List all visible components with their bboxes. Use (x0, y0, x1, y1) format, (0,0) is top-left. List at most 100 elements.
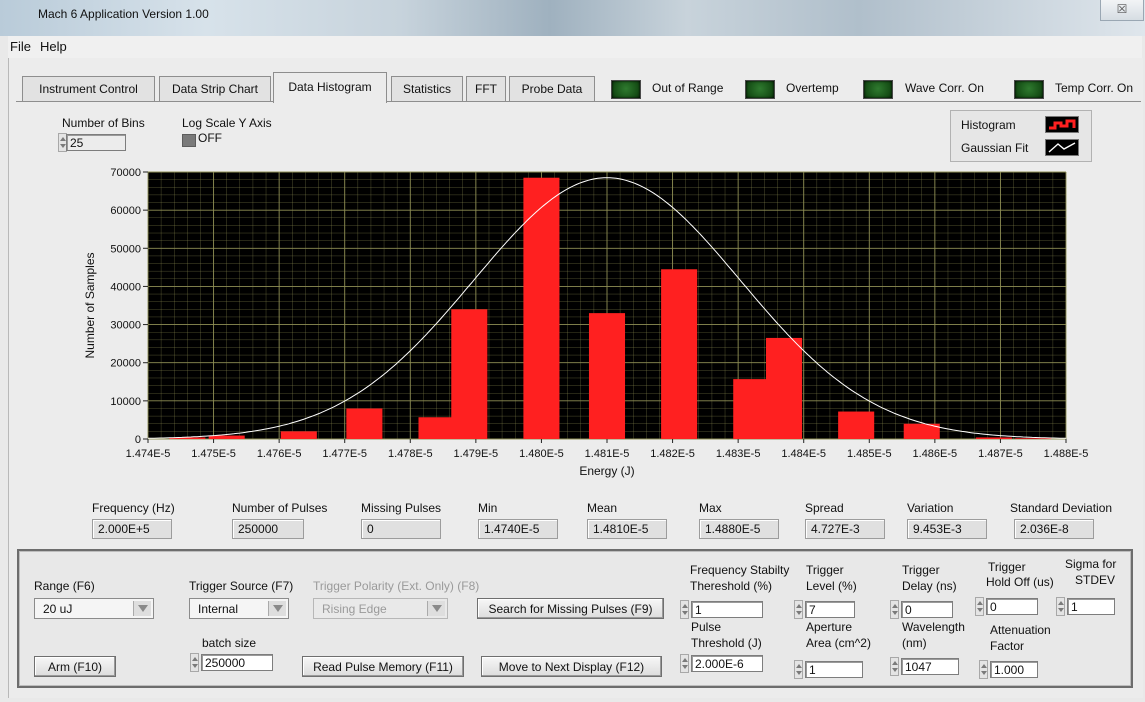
histogram-bar (418, 417, 455, 439)
sigma-label-2: STDEV (1075, 573, 1116, 587)
app-icon (16, 8, 30, 22)
freq-stability-input[interactable]: 1 (691, 601, 763, 618)
x-tick-label: 1.479E-5 (454, 448, 499, 460)
plot-legend: Histogram Gaussian Fit (950, 110, 1092, 162)
hold-off-input[interactable]: 0 (986, 598, 1038, 615)
x-tick-label: 1.485E-5 (847, 448, 892, 460)
aperture-spinner[interactable] (794, 660, 803, 679)
histogram-bar (208, 435, 245, 439)
pulses-label: Number of Pulses (232, 501, 328, 515)
title-bar: Mach 6 Application Version 1.00 ☒ (0, 0, 1145, 36)
aperture-label-1: Aperture (806, 620, 853, 634)
overtemp-label: Overtemp (786, 81, 839, 95)
aperture-label-2: Area (cm^2) (806, 636, 871, 650)
y-tick-label: 60000 (110, 205, 141, 217)
range-select[interactable]: 20 uJ (34, 598, 154, 619)
histogram-bar (451, 309, 488, 439)
attenuation-label-1: Attenuation (990, 623, 1051, 637)
tab-underline (16, 101, 1141, 102)
pulse-threshold-label-2: Threshold (J) (691, 636, 762, 650)
menu-help[interactable]: Help (40, 39, 67, 54)
close-button[interactable]: ☒ (1100, 0, 1144, 21)
x-tick-label: 1.480E-5 (519, 448, 564, 460)
batch-size-label: batch size (202, 636, 257, 650)
batch-size-spinner[interactable] (190, 653, 199, 672)
y-tick-label: 50000 (110, 243, 141, 255)
temp-corr-label: Temp Corr. On (1055, 81, 1134, 95)
x-tick-label: 1.486E-5 (913, 448, 958, 460)
aperture-input[interactable]: 1 (805, 661, 863, 678)
histogram-bar (838, 411, 875, 439)
y-axis-label: Number of Samples (84, 252, 97, 358)
tab-instrument-control[interactable]: Instrument Control (22, 76, 155, 101)
attenuation-input[interactable]: 1.000 (990, 661, 1038, 678)
trigger-source-select[interactable]: Internal (189, 598, 289, 619)
wavelength-label-1: Wavelength (902, 620, 965, 634)
legend-gaussian-swatch (1045, 139, 1079, 156)
bins-label: Number of Bins (62, 116, 145, 130)
bins-input[interactable]: 25 (66, 134, 126, 151)
pulses-value: 250000 (232, 519, 304, 539)
y-tick-label: 20000 (110, 358, 141, 370)
histogram-bar (169, 437, 206, 439)
histogram-chart: 0 10000 20000 30000 40000 50000 60000 70000 1.47… (83, 164, 1088, 490)
x-tick-label: 1.482E-5 (650, 448, 695, 460)
pulse-threshold-input[interactable]: 2.000E-6 (691, 655, 763, 672)
freq-stability-label-1: Frequency Stabilty (690, 563, 790, 577)
x-tick-label: 1.476E-5 (257, 448, 302, 460)
read-pulse-memory-button[interactable]: Read Pulse Memory (F11) (302, 656, 464, 677)
range-value: 20 uJ (43, 602, 73, 616)
batch-size-input[interactable]: 250000 (201, 654, 273, 671)
trigger-polarity-select[interactable]: Rising Edge (313, 598, 448, 619)
out-of-range-led (611, 80, 641, 99)
pulse-threshold-spinner[interactable] (680, 654, 689, 673)
search-missing-pulses-button[interactable]: Search for Missing Pulses (F9) (477, 598, 664, 619)
histogram-svg: 0 10000 20000 30000 40000 50000 60000 70000 1.47… (83, 167, 1088, 478)
histogram-bar (588, 313, 626, 439)
sigma-spinner[interactable] (1056, 597, 1065, 616)
max-label: Max (699, 501, 722, 515)
trigger-level-spinner[interactable] (794, 600, 803, 619)
spread-label: Spread (805, 501, 844, 515)
mean-label: Mean (587, 501, 618, 515)
freq-stability-spinner[interactable] (680, 600, 689, 619)
histogram-bar (903, 423, 940, 439)
trigger-level-input[interactable]: 7 (805, 601, 855, 618)
y-tick-label: 40000 (110, 281, 141, 293)
wavelength-spinner[interactable] (890, 657, 899, 676)
x-tick-label: 1.484E-5 (781, 448, 826, 460)
temp-corr-led (1014, 80, 1044, 99)
wavelength-input[interactable]: 1047 (901, 658, 959, 675)
trigger-level-label-1: Trigger (806, 563, 844, 577)
attenuation-spinner[interactable] (979, 660, 988, 679)
log-scale-toggle[interactable] (182, 134, 196, 147)
tab-data-strip-chart[interactable]: Data Strip Chart (159, 76, 271, 101)
trigger-source-label: Trigger Source (F7) (189, 579, 294, 593)
missing-pulses-label: Missing Pulses (361, 501, 442, 515)
sigma-input[interactable]: 1 (1067, 598, 1115, 615)
spread-value: 4.727E-3 (805, 519, 885, 539)
hold-off-spinner[interactable] (975, 597, 984, 616)
frequency-label: Frequency (Hz) (92, 501, 175, 515)
std-dev-value: 2.036E-8 (1014, 519, 1094, 539)
trigger-delay-label-2: Delay (ns) (902, 579, 957, 593)
wavelength-label-2: (nm) (902, 636, 927, 650)
next-display-button[interactable]: Move to Next Display (F12) (481, 656, 662, 677)
tab-statistics[interactable]: Statistics (391, 76, 463, 101)
trigger-delay-spinner[interactable] (890, 600, 899, 619)
arm-button[interactable]: Arm (F10) (34, 656, 116, 677)
tab-data-histogram[interactable]: Data Histogram (273, 72, 387, 103)
trigger-delay-label-1: Trigger (902, 563, 940, 577)
trigger-delay-input[interactable]: 0 (901, 601, 953, 618)
menu-file[interactable]: File (10, 39, 31, 54)
trigger-polarity-value: Rising Edge (322, 602, 387, 616)
tab-probe-data[interactable]: Probe Data (509, 76, 595, 101)
tab-fft[interactable]: FFT (466, 76, 506, 101)
frequency-value: 2.000E+5 (92, 519, 172, 539)
histogram-bar (280, 431, 317, 439)
min-label: Min (478, 501, 498, 515)
gaussian-fit-line (147, 177, 1067, 439)
hold-off-label-2: Hold Off (us) (986, 575, 1054, 589)
chevron-down-icon (268, 601, 286, 616)
histogram-bar (733, 379, 770, 439)
